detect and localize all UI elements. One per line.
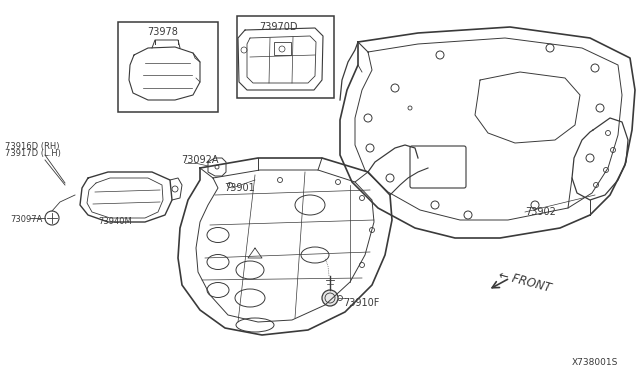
Text: 73917D (L.H): 73917D (L.H) <box>5 149 61 158</box>
Text: 73910F: 73910F <box>343 298 380 308</box>
Text: 73970D: 73970D <box>259 22 297 32</box>
Text: 73978: 73978 <box>148 27 179 37</box>
FancyBboxPatch shape <box>410 146 466 188</box>
Text: 73916D (RH): 73916D (RH) <box>5 142 60 151</box>
Bar <box>274 42 291 55</box>
Text: X738001S: X738001S <box>572 358 618 367</box>
Text: 73902: 73902 <box>525 207 556 217</box>
Text: 73097A: 73097A <box>10 215 42 224</box>
Bar <box>118 22 218 112</box>
Text: ← FRONT: ← FRONT <box>497 268 552 294</box>
Text: 73901: 73901 <box>224 183 255 193</box>
Circle shape <box>322 290 338 306</box>
Text: 73940M: 73940M <box>98 217 132 226</box>
Text: 73092A: 73092A <box>181 155 218 165</box>
Bar <box>237 16 334 98</box>
